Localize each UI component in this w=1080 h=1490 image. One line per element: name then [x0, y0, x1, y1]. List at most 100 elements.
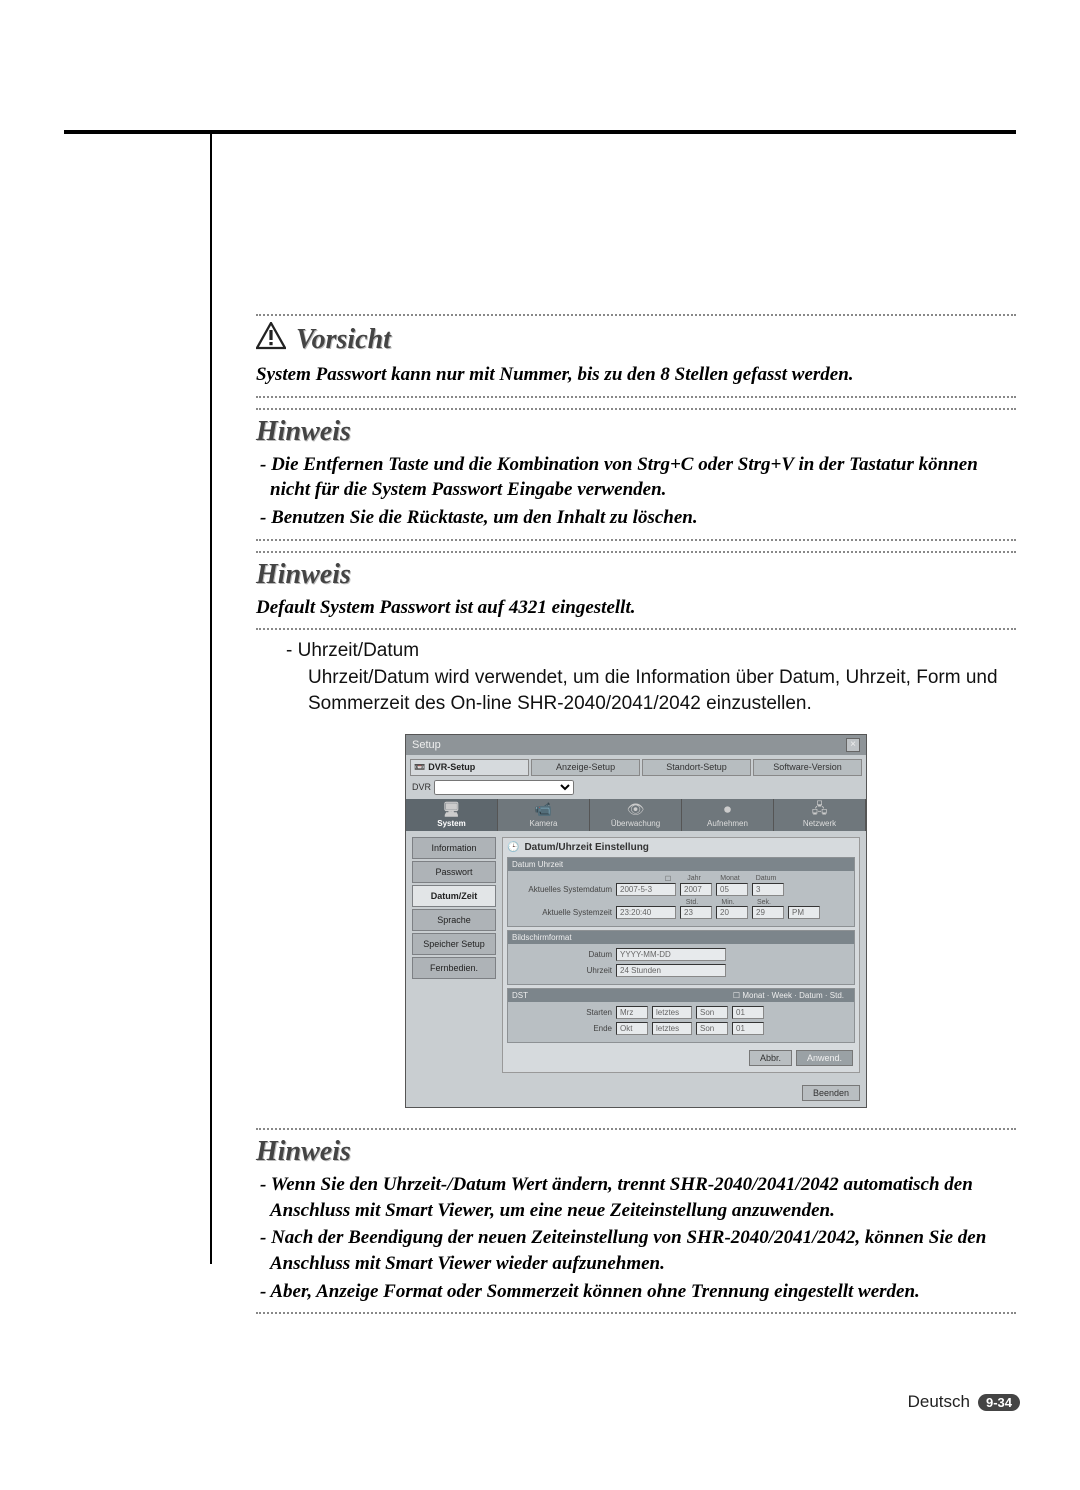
window-footer: Beenden	[406, 1079, 866, 1107]
page-footer: Deutsch 9-34	[908, 1392, 1020, 1412]
side-information[interactable]: Information	[412, 837, 496, 859]
setup-window: Setup × 📼DVR-Setup Anzeige-Setup Standor…	[405, 734, 867, 1108]
camera-icon: 📹	[498, 801, 589, 819]
nav-label: Aufnehmen	[707, 819, 748, 828]
dst-end-month[interactable]: Okt	[616, 1022, 648, 1035]
row-label: Datum	[512, 950, 612, 959]
nav-ueberwachung[interactable]: 👁Überwachung	[590, 799, 682, 831]
row-label: Uhrzeit	[512, 966, 612, 975]
time-format-select[interactable]: 24 Stunden	[616, 964, 726, 977]
nav-system[interactable]: 🖥System	[406, 799, 498, 831]
dst-end-day[interactable]: Son	[696, 1022, 728, 1035]
close-icon[interactable]: ×	[846, 738, 860, 752]
tab-standort-setup[interactable]: Standort-Setup	[642, 759, 751, 776]
group-format: Bildschirmformat Datum YYYY-MM-DD Uhrzei…	[507, 930, 855, 985]
year-select[interactable]: 2007	[680, 883, 712, 896]
col-label: Monat	[714, 875, 746, 883]
dst-start-week[interactable]: letztes	[652, 1006, 692, 1019]
hinweis3-title: Hinweis	[256, 1136, 351, 1168]
month-select[interactable]: 05	[716, 883, 748, 896]
hinweis1-title: Hinweis	[256, 416, 351, 448]
group-head: Bildschirmformat	[508, 931, 854, 944]
date-format-select[interactable]: YYYY-MM-DD	[616, 948, 726, 961]
panel-title: 🕒 Datum/Uhrzeit Einstellung	[507, 842, 855, 853]
content-column: Vorsicht System Passwort kann nur mit Nu…	[256, 310, 1016, 1318]
hinweis1-heading: Hinweis	[256, 416, 1016, 448]
tab-dvr-setup[interactable]: 📼DVR-Setup	[410, 759, 529, 776]
datetime-panel: 🕒 Datum/Uhrzeit Einstellung Datum Uhrzei…	[502, 837, 860, 1073]
close-button[interactable]: Beenden	[802, 1085, 860, 1101]
setup-dialog-screenshot: Setup × 📼DVR-Setup Anzeige-Setup Standor…	[405, 734, 867, 1108]
vorsicht-text: System Passwort kann nur mit Nummer, bis…	[256, 362, 1016, 388]
hinweis1-line: - Die Entfernen Taste und die Kombinatio…	[256, 452, 1016, 503]
time-display: 23:20:40	[616, 906, 676, 919]
day-select[interactable]: 3	[752, 883, 784, 896]
dotted-rule	[256, 314, 1016, 316]
side-speicher-setup[interactable]: Speicher Setup	[412, 933, 496, 955]
col-label: Min.	[712, 899, 744, 906]
hour-select[interactable]: 23	[680, 906, 712, 919]
dotted-rule	[256, 1128, 1016, 1130]
uhrzeit-block: - Uhrzeit/Datum Uhrzeit/Datum wird verwe…	[308, 638, 1016, 718]
side-nav: Information Passwort Datum/Zeit Sprache …	[412, 837, 496, 1073]
col-label: Std.	[676, 899, 708, 906]
ampm-select[interactable]: PM	[788, 906, 820, 919]
sec-select[interactable]: 29	[752, 906, 784, 919]
dst-cols: Monat · Week · Datum · Std.	[742, 991, 844, 1000]
hinweis1-line: - Benutzen Sie die Rücktaste, um den Inh…	[256, 505, 1016, 531]
group-head: Datum Uhrzeit	[508, 858, 854, 871]
nav-bar: 🖥System 📹Kamera 👁Überwachung ⏺Aufnehmen …	[406, 799, 866, 831]
dvr-select[interactable]	[434, 780, 574, 795]
record-icon: ⏺	[682, 801, 773, 819]
group-dst: DST ☐ Monat · Week · Datum · Std. Starte…	[507, 988, 855, 1043]
side-fernbedien[interactable]: Fernbedien.	[412, 957, 496, 979]
hinweis3-line: - Nach der Beendigung der neuen Zeiteins…	[256, 1225, 1016, 1276]
nav-label: System	[437, 819, 465, 828]
hinweis3-line: - Aber, Anzeige Format oder Sommerzeit k…	[256, 1279, 1016, 1305]
dvr-label: DVR	[412, 782, 431, 792]
dotted-rule	[256, 551, 1016, 553]
side-passwort[interactable]: Passwort	[412, 861, 496, 883]
hinweis3-line: - Wenn Sie den Uhrzeit-/Datum Wert änder…	[256, 1172, 1016, 1223]
hinweis3-heading: Hinweis	[256, 1136, 1016, 1168]
nav-aufnehmen[interactable]: ⏺Aufnehmen	[682, 799, 774, 831]
dst-head: DST	[512, 991, 528, 1000]
dotted-rule	[256, 408, 1016, 410]
dst-start-month[interactable]: Mrz	[616, 1006, 648, 1019]
footer-lang: Deutsch	[908, 1392, 970, 1412]
row-label: Aktuelles Systemdatum	[512, 885, 612, 894]
row-label: Aktuelle Systemzeit	[512, 908, 612, 917]
hinweis3-text: - Wenn Sie den Uhrzeit-/Datum Wert änder…	[256, 1172, 1016, 1304]
col-labels: ☐ Jahr Monat Datum	[662, 875, 850, 883]
vorsicht-heading: Vorsicht	[256, 322, 1016, 358]
dst-start-hour[interactable]: 01	[732, 1006, 764, 1019]
apply-button[interactable]: Anwend.	[796, 1050, 853, 1066]
top-tabs: 📼DVR-Setup Anzeige-Setup Standort-Setup …	[406, 755, 866, 776]
nav-label: Kamera	[529, 819, 557, 828]
group-datetime: Datum Uhrzeit ☐ Jahr Monat Datum Aktuell…	[507, 857, 855, 927]
row-label: Ende	[512, 1024, 612, 1033]
row-label: Starten	[512, 1008, 612, 1017]
side-sprache[interactable]: Sprache	[412, 909, 496, 931]
panel-title-text: Datum/Uhrzeit Einstellung	[524, 842, 648, 853]
dst-end-hour[interactable]: 01	[732, 1022, 764, 1035]
top-rule	[64, 130, 1016, 134]
nav-label: Überwachung	[611, 819, 660, 828]
hinweis2-text: Default System Passwort ist auf 4321 ein…	[256, 595, 1016, 621]
col-labels: Std. Min. Sek.	[676, 899, 850, 906]
dotted-rule	[256, 539, 1016, 541]
nav-netzwerk[interactable]: 🖧Netzwerk	[774, 799, 866, 831]
tab-software-version[interactable]: Software-Version	[753, 759, 862, 776]
tab-anzeige-setup[interactable]: Anzeige-Setup	[531, 759, 640, 776]
hinweis1-text: - Die Entfernen Taste und die Kombinatio…	[256, 452, 1016, 531]
cancel-button[interactable]: Abbr.	[749, 1050, 792, 1066]
date-display: 2007-5-3	[616, 883, 676, 896]
vertical-divider	[210, 134, 212, 1264]
nav-kamera[interactable]: 📹Kamera	[498, 799, 590, 831]
dst-start-day[interactable]: Son	[696, 1006, 728, 1019]
window-titlebar: Setup ×	[406, 735, 866, 755]
dst-end-week[interactable]: letztes	[652, 1022, 692, 1035]
min-select[interactable]: 20	[716, 906, 748, 919]
hinweis2-heading: Hinweis	[256, 559, 1016, 591]
side-datum-zeit[interactable]: Datum/Zeit	[412, 885, 496, 907]
